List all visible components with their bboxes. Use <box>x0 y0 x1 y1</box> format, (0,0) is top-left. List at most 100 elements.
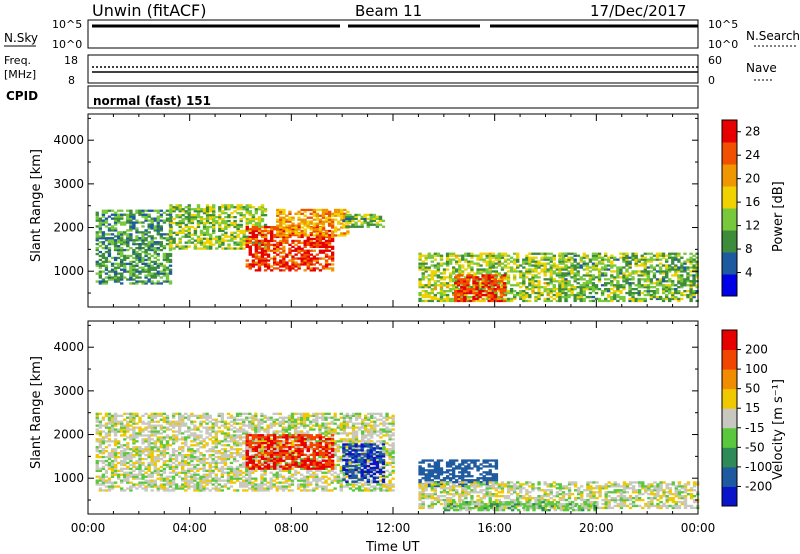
data-cell <box>208 416 212 419</box>
data-cell <box>266 253 271 256</box>
data-cell <box>475 291 479 295</box>
data-cell <box>211 461 215 465</box>
data-cell <box>637 299 641 303</box>
data-cell <box>126 471 130 474</box>
data-cell <box>147 463 151 467</box>
data-cell <box>294 263 298 266</box>
data-cell <box>144 479 148 482</box>
data-cell <box>132 454 136 457</box>
data-cell <box>537 252 541 255</box>
data-cell <box>634 297 638 301</box>
data-cell <box>266 247 271 250</box>
data-cell <box>123 233 127 236</box>
data-cell <box>369 215 373 218</box>
data-cell <box>427 293 431 297</box>
data-cell <box>178 414 182 417</box>
data-cell <box>461 264 465 267</box>
data-cell <box>193 214 198 217</box>
data-cell <box>309 220 313 223</box>
data-cell <box>439 254 444 257</box>
data-cell <box>135 211 139 214</box>
data-cell <box>488 254 492 257</box>
data-cell <box>576 293 580 297</box>
data-cell <box>312 269 316 272</box>
data-cell <box>281 418 286 421</box>
data-cell <box>469 288 473 291</box>
data-cell <box>123 459 127 463</box>
data-cell <box>235 454 240 457</box>
data-cell <box>424 254 428 257</box>
data-cell <box>153 262 157 265</box>
data-cell <box>215 237 219 240</box>
data-cell <box>135 434 139 437</box>
data-cell <box>260 206 265 209</box>
data-cell <box>153 424 157 427</box>
data-cell <box>135 448 139 451</box>
data-cell <box>199 430 203 433</box>
data-cell <box>147 245 151 248</box>
data-cell <box>101 209 106 212</box>
data-cell <box>230 216 234 219</box>
data-cell <box>117 414 121 417</box>
data-cell <box>634 272 638 275</box>
data-cell <box>202 459 206 463</box>
data-cell <box>591 276 596 279</box>
data-cell <box>230 239 234 242</box>
data-cell <box>573 258 577 261</box>
data-cell <box>502 284 507 287</box>
data-cell <box>156 282 160 285</box>
data-cell <box>159 454 163 457</box>
data-cell <box>254 440 258 443</box>
data-cell <box>196 426 200 429</box>
data-cell <box>138 420 142 423</box>
data-cell <box>245 226 249 229</box>
data-cell <box>288 243 292 246</box>
data-cell <box>334 228 338 231</box>
data-cell <box>454 291 458 295</box>
data-cell <box>251 263 255 266</box>
data-cell <box>658 252 663 255</box>
data-cell <box>683 266 687 269</box>
data-cell <box>205 231 210 234</box>
data-cell <box>594 262 599 265</box>
data-cell <box>674 256 678 259</box>
data-cell <box>472 299 476 303</box>
data-cell <box>331 235 335 239</box>
data-cell <box>223 459 228 463</box>
data-cell <box>141 483 145 486</box>
data-cell <box>552 286 556 289</box>
data-cell <box>500 278 505 281</box>
data-cell <box>275 463 279 467</box>
data-cell <box>147 455 151 459</box>
data-cell <box>178 438 182 441</box>
data-cell <box>594 291 599 295</box>
data-cell <box>266 485 270 488</box>
data-cell <box>671 258 675 261</box>
data-cell <box>531 280 535 283</box>
data-cell <box>248 412 252 415</box>
data-cell <box>235 440 240 443</box>
data-cell <box>126 477 130 480</box>
data-cell <box>242 216 246 219</box>
data-cell <box>104 250 109 254</box>
data-cell <box>226 454 231 457</box>
cpid-mode-text: normal (fast) 151 <box>93 94 211 108</box>
data-cell <box>135 264 139 267</box>
data-cell <box>540 252 544 255</box>
data-cell <box>107 432 112 435</box>
data-cell <box>150 489 154 492</box>
data-cell <box>257 454 261 457</box>
data-cell <box>245 481 249 484</box>
data-cell <box>229 438 234 441</box>
data-cell <box>218 210 222 213</box>
data-cell <box>141 442 145 445</box>
data-cell <box>600 299 605 303</box>
data-cell <box>455 280 459 283</box>
data-cell <box>637 284 641 287</box>
data-cell <box>172 247 176 250</box>
data-cell <box>665 266 669 269</box>
data-cell <box>165 256 170 260</box>
data-cell <box>525 256 529 259</box>
data-cell <box>272 412 276 415</box>
